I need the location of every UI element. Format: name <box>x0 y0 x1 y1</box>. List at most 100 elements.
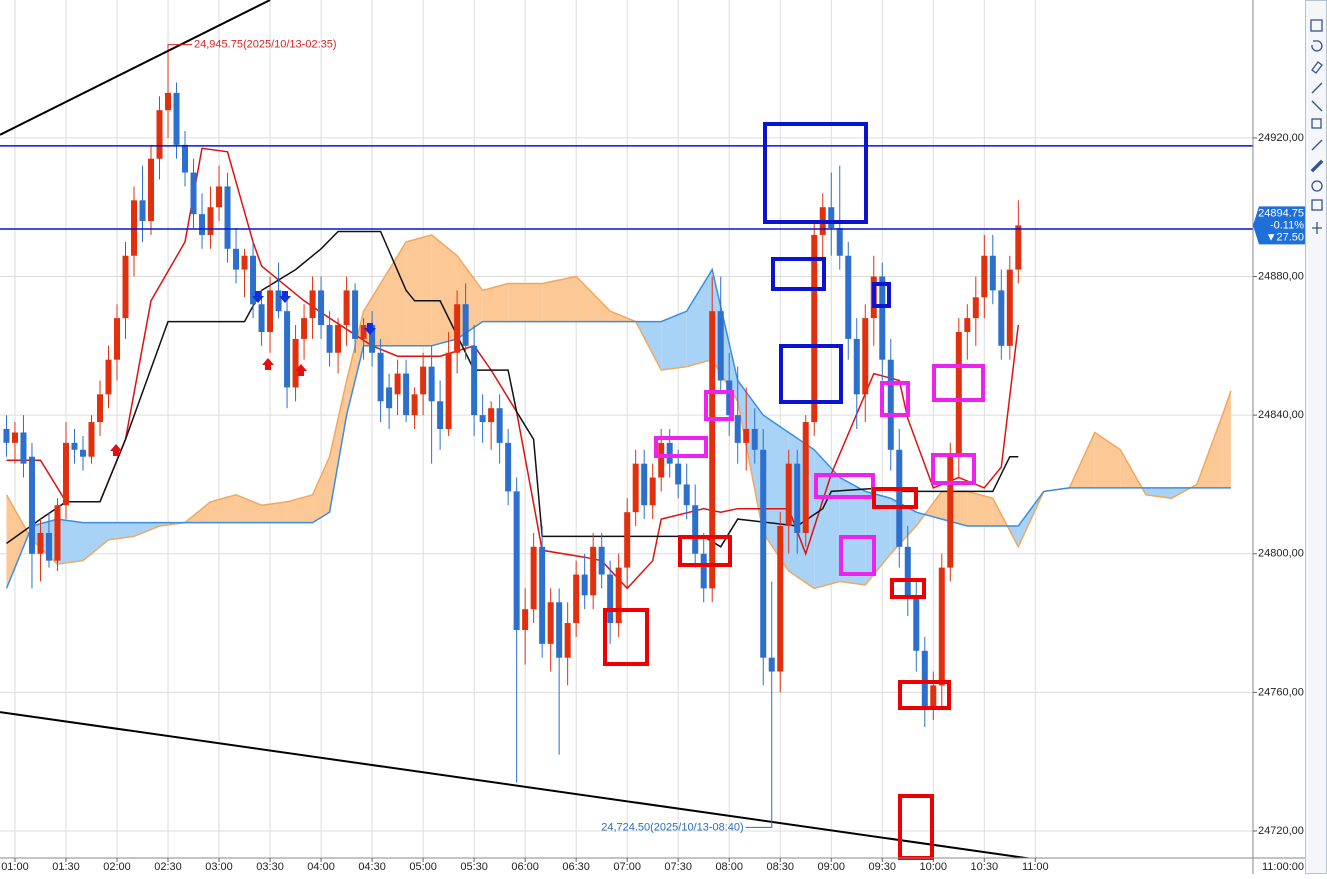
x-tick-label: 09:00 <box>817 861 845 873</box>
candle-body <box>615 567 622 624</box>
candle-body <box>530 546 537 610</box>
candle-body <box>581 574 588 596</box>
candle-body <box>471 345 478 416</box>
candle-body <box>794 463 801 533</box>
cloud-fill <box>1145 487 1172 499</box>
candle-body <box>811 234 818 423</box>
candle-body <box>1006 269 1013 346</box>
candle-body <box>292 338 299 388</box>
tool-icon[interactable] <box>1310 19 1323 32</box>
candle-body <box>938 567 945 686</box>
candle-body <box>573 574 580 624</box>
candle-body <box>598 546 605 575</box>
x-tick-label: 05:30 <box>460 861 488 873</box>
candle-body <box>454 304 461 353</box>
candle-body <box>607 574 614 624</box>
candle-body <box>726 380 733 416</box>
trend-line <box>0 711 1033 858</box>
candle-body <box>377 352 384 402</box>
candle-body <box>326 325 333 353</box>
tool-icon[interactable] <box>1311 199 1323 211</box>
candle-body <box>3 429 10 443</box>
box <box>603 608 649 666</box>
candle-body <box>700 553 707 589</box>
cloud-fill <box>431 234 458 346</box>
candle-body <box>785 463 792 527</box>
candle-body <box>479 415 486 423</box>
candle-body <box>505 442 512 492</box>
candle-body <box>318 290 325 326</box>
candle-body <box>199 214 206 235</box>
x-tick-label: 07:00 <box>613 861 641 873</box>
candle-body <box>131 200 138 256</box>
candle-body <box>173 92 180 145</box>
toolbar-bg <box>1305 0 1327 874</box>
sell-arrow <box>252 291 264 303</box>
box <box>898 680 951 710</box>
x-tick-label: 07:30 <box>664 861 692 873</box>
candle-body <box>777 526 784 672</box>
candle-body <box>343 290 350 326</box>
x-tick-label: 01:30 <box>52 861 80 873</box>
candle-body <box>420 366 427 395</box>
cloud-fill <box>1222 390 1231 488</box>
cloud-fill <box>482 283 509 322</box>
tool-icon[interactable] <box>1311 100 1323 112</box>
x-tick-label: 08:00 <box>715 861 743 873</box>
y-tick-label: 24760,00 <box>1258 686 1304 698</box>
cloud-fill <box>82 522 109 561</box>
candle-body <box>386 387 393 409</box>
candle-body <box>267 290 274 332</box>
annotation: 24,945.75(2025/10/13-02:35) <box>194 39 337 51</box>
candle-body <box>760 449 767 658</box>
last-change: ▼27.50 <box>1266 231 1304 243</box>
candle-body <box>369 325 376 353</box>
candle-body <box>683 484 690 506</box>
candle-body <box>649 477 656 506</box>
tool-icon[interactable] <box>1311 180 1323 192</box>
candle-body <box>88 422 95 457</box>
x-tick-label: 06:30 <box>562 861 590 873</box>
tool-icon[interactable] <box>1311 82 1323 94</box>
cloud-fill <box>576 276 611 322</box>
candle-body <box>624 512 631 568</box>
x-tick-label: 03:30 <box>256 861 284 873</box>
x-tick-label: 04:30 <box>358 861 386 873</box>
candle-body <box>403 373 410 416</box>
candle-body <box>45 532 52 561</box>
candle-body <box>445 352 452 429</box>
tool-icon[interactable] <box>1311 118 1322 129</box>
candle-body <box>122 255 129 319</box>
cloud-fill <box>312 456 330 523</box>
candle-body <box>411 394 418 416</box>
tool-icon[interactable] <box>1311 40 1323 52</box>
x-tick-label: 02:30 <box>154 861 182 873</box>
buy-arrow <box>262 358 274 370</box>
candle-body <box>301 318 308 339</box>
x-tick-label: 03:00 <box>205 861 233 873</box>
x-tick-label: 10:00 <box>920 861 948 873</box>
tool-icon[interactable] <box>1312 222 1322 234</box>
candle-body <box>734 415 741 443</box>
candle-body <box>556 602 563 658</box>
y-tick-label: 24800,00 <box>1258 548 1304 560</box>
candle-body <box>156 110 163 159</box>
candle-body <box>998 290 1005 346</box>
box <box>654 436 708 458</box>
tool-icon[interactable] <box>1311 61 1323 74</box>
cloud-fill <box>329 380 347 513</box>
last-price-box <box>1253 206 1305 245</box>
tool-icon[interactable] <box>1311 139 1323 151</box>
cloud-fill <box>406 234 432 346</box>
tool-icon[interactable] <box>1310 159 1324 173</box>
candle-body <box>887 359 894 450</box>
candle-body <box>241 255 248 270</box>
last-change-pct: -0.11% <box>1270 219 1304 231</box>
box <box>872 487 918 509</box>
candle-body <box>522 609 529 630</box>
candle-body <box>641 463 648 506</box>
annotation: 24,724.50(2025/10/13-08:40) <box>601 821 744 833</box>
candle-body <box>309 290 316 319</box>
